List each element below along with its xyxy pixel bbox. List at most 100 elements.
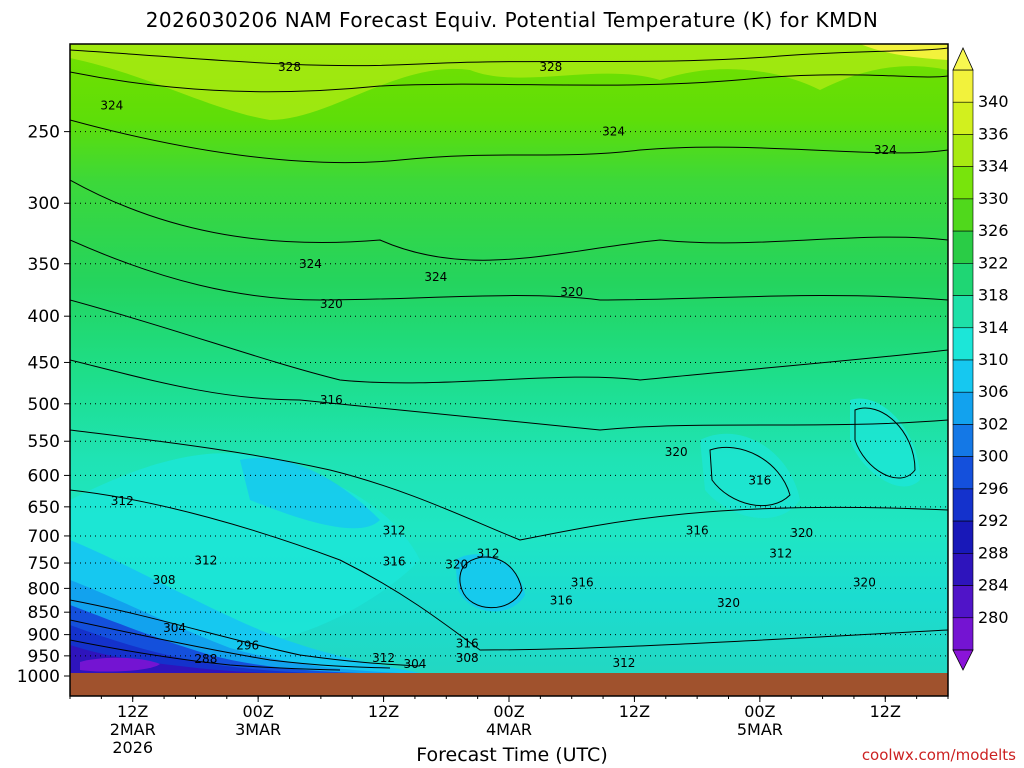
colorbar-swatch xyxy=(952,553,974,586)
contour-label: 316 xyxy=(456,636,479,650)
colorbar-label: 292 xyxy=(978,511,1009,530)
x-tick-label: 12Z xyxy=(870,702,901,721)
colorbar-label: 296 xyxy=(978,479,1009,498)
contour-label: 320 xyxy=(853,575,876,589)
upper-warm-region xyxy=(70,44,948,120)
contour-line xyxy=(70,489,948,651)
contour-line xyxy=(459,556,523,609)
x-tick-label: 12Z xyxy=(117,702,148,721)
contour-label: 316 xyxy=(748,474,771,488)
contour-label: 320 xyxy=(560,285,583,299)
colorbar-label: 310 xyxy=(978,350,1009,369)
x-tick-label: 12Z xyxy=(619,702,650,721)
y-tick-label: 900 xyxy=(28,626,60,646)
colorbar-label: 340 xyxy=(978,92,1009,111)
colorbar-label: 336 xyxy=(978,124,1009,143)
contour-label: 324 xyxy=(424,270,447,284)
colorbar-swatch xyxy=(952,391,974,425)
y-tick-label: 400 xyxy=(28,307,60,327)
y-tick-label: 700 xyxy=(28,527,60,547)
contour-label: 304 xyxy=(163,621,186,635)
colorbar-label: 280 xyxy=(978,608,1009,627)
contour-label: 324 xyxy=(874,143,897,157)
y-tick-label: 650 xyxy=(28,498,60,518)
source-credit[interactable]: coolwx.com/modelts xyxy=(861,746,1016,764)
y-tick-label: 550 xyxy=(28,432,60,452)
colorbar-top-arrow xyxy=(952,47,974,71)
contour-line xyxy=(709,446,791,507)
contour-label: 324 xyxy=(602,125,625,139)
contour-line xyxy=(70,119,948,164)
contour-label: 308 xyxy=(153,573,176,587)
contour-line xyxy=(70,429,948,541)
contour-label: 320 xyxy=(445,558,468,572)
contour-label: 316 xyxy=(383,554,406,568)
contour-label: 320 xyxy=(717,596,740,610)
y-tick-label: 850 xyxy=(28,603,60,623)
x-tick-label: 00Z xyxy=(242,702,273,721)
contour-line xyxy=(70,239,948,301)
colorbar-swatch xyxy=(952,617,974,651)
contour-label: 312 xyxy=(111,494,134,508)
contour-label: 312 xyxy=(372,651,395,665)
x-tick-label: 2MAR xyxy=(110,720,156,739)
colorbar-swatch xyxy=(952,263,974,296)
y-tick-label: 250 xyxy=(28,123,60,143)
colorbar-swatch xyxy=(952,456,974,490)
colorbar-label: 284 xyxy=(978,576,1009,595)
contour-label: 320 xyxy=(665,445,688,459)
colorbar-swatch xyxy=(952,520,974,554)
colorbar-label: 314 xyxy=(978,318,1009,337)
colorbar-swatch xyxy=(952,101,974,135)
contour-label: 320 xyxy=(790,526,813,540)
contour-label: 316 xyxy=(686,523,709,537)
field-features xyxy=(70,44,948,673)
contour-label: 304 xyxy=(403,657,426,671)
colorbar-swatch xyxy=(952,488,974,522)
contour-label: 320 xyxy=(320,297,343,311)
contour-line xyxy=(70,359,948,431)
ground-surface xyxy=(70,673,948,696)
contour-line xyxy=(70,179,948,261)
y-tick-label: 350 xyxy=(28,255,60,275)
contour-label: 312 xyxy=(477,546,500,560)
x-axis-title: Forecast Time (UTC) xyxy=(416,744,608,766)
colorbar-label: 302 xyxy=(978,414,1009,433)
contour-label: 312 xyxy=(613,656,636,670)
contour-label: 324 xyxy=(299,257,322,271)
center-cool-core xyxy=(455,554,525,612)
contour-line xyxy=(70,299,948,384)
colorbar-label: 326 xyxy=(978,221,1009,240)
contour-label: 312 xyxy=(383,523,406,537)
colorbar-swatch xyxy=(952,198,974,232)
contour-label: 296 xyxy=(236,638,259,652)
colorbar-label: 330 xyxy=(978,189,1009,208)
y-tick-label: 450 xyxy=(28,353,60,373)
colorbar-label: 318 xyxy=(978,286,1009,305)
contour-label: 316 xyxy=(571,575,594,589)
y-tick-label: 300 xyxy=(28,194,60,214)
contour-label: 324 xyxy=(100,99,123,113)
colorbar-swatch xyxy=(952,295,974,329)
y-tick-label: 800 xyxy=(28,579,60,599)
x-tick-label: 3MAR xyxy=(235,720,281,739)
contour-label: 328 xyxy=(539,60,562,74)
y-tick-label: 950 xyxy=(28,647,60,667)
contour-line xyxy=(854,407,916,479)
contour-label: 308 xyxy=(456,651,479,665)
y-tick-label: 500 xyxy=(28,395,60,415)
x-tick-label: 00Z xyxy=(493,702,524,721)
colorbar-bottom-arrow xyxy=(952,649,974,671)
contour-line xyxy=(70,619,391,669)
colorbar-swatch xyxy=(952,230,974,264)
y-tick-label: 1000 xyxy=(17,667,60,687)
cold-core xyxy=(80,657,160,672)
contour-label: 288 xyxy=(194,652,217,666)
x-tick-label: 12Z xyxy=(368,702,399,721)
contour-line xyxy=(70,599,421,667)
chart-title: 2026030206 NAM Forecast Equiv. Potential… xyxy=(145,8,879,32)
contour-line xyxy=(70,71,948,93)
contour-label: 316 xyxy=(550,593,573,607)
east-cool-pocket xyxy=(700,433,800,519)
